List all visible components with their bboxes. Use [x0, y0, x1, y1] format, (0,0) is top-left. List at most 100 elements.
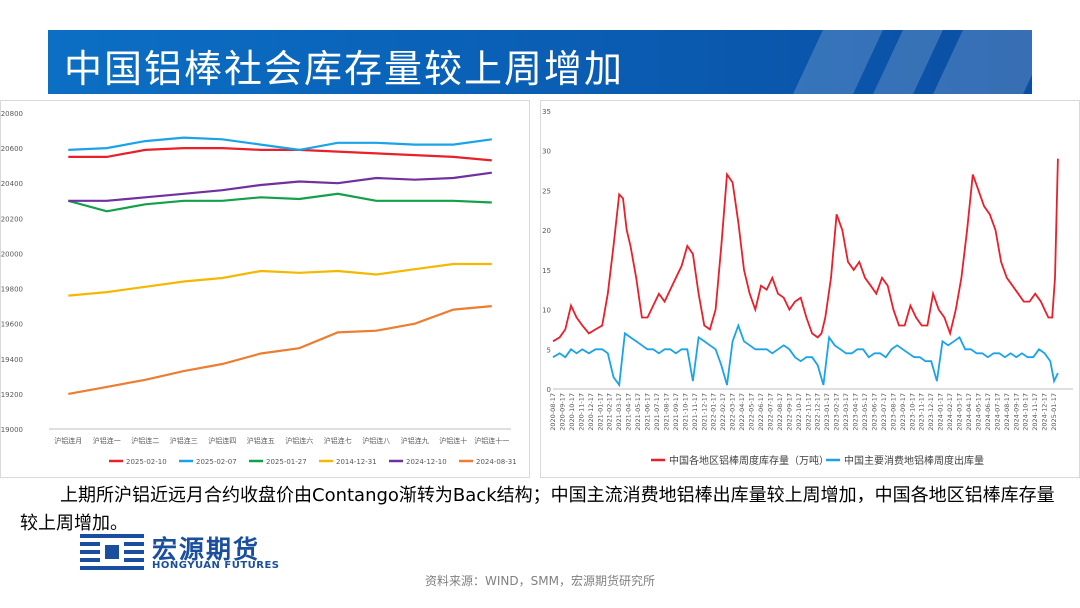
x-tick-label: 2023-12-17: [927, 393, 935, 431]
x-tick-label: 2025-01-17: [1050, 393, 1058, 431]
x-tick-label: 2023-11-17: [918, 393, 926, 431]
x-tick-label: 2022-08-17: [776, 393, 784, 431]
series-line: [68, 146, 492, 162]
x-tick-label: 2021-12-17: [700, 393, 708, 431]
y-tick-label: 19400: [1, 356, 23, 364]
logo-text-cn: 宏源期货: [152, 535, 261, 564]
x-tick-label: 2023-09-17: [899, 393, 907, 431]
x-tick-label: 2020-10-17: [568, 393, 576, 431]
inventory-chart: 0 5 10 15 20 25 30 35 2020-08-17 2020-09-17 2020-1…: [540, 100, 1080, 478]
x-tick-label: 2022-05-17: [748, 393, 756, 431]
x-tick-label: 沪铝连六: [285, 436, 313, 445]
legend-label: 2024-08-31: [476, 458, 517, 466]
x-tick-label: 沪铝连一: [93, 436, 121, 445]
source-note: 资料来源：WIND，SMM，宏源期货研究所: [425, 574, 655, 588]
x-tick-label: 2024-06-17: [984, 393, 992, 431]
x-tick-label: 2020-12-17: [587, 393, 595, 431]
legend-label: 中国主要消费地铝棒周度出库量: [844, 454, 984, 467]
y-tick-label: 0: [547, 386, 551, 394]
x-tick-label: 2021-03-17: [615, 393, 623, 431]
x-tick-label: 2024-11-17: [1031, 393, 1039, 431]
summary-text: 上期所沪铝近远月合约收盘价由Contango渐转为Back结构；中国主流消费地铝…: [20, 485, 1055, 534]
logo-text-en: HONGYUAN FUTURES: [152, 560, 280, 571]
x-tick-label: 2023-02-17: [833, 393, 841, 431]
x-tick-label: 沪铝连五: [247, 436, 275, 445]
company-logo: 宏源期货 HONGYUAN FUTURES: [80, 528, 320, 574]
legend-label: 2025-02-10: [126, 458, 167, 466]
title-bar: 中国铝棒社会库存量较上周增加: [48, 30, 1032, 94]
series-line: [552, 158, 1059, 343]
series-line: [68, 305, 492, 395]
x-tick-label: 2021-01-17: [596, 393, 604, 431]
series-line: [68, 262, 492, 297]
page-title: 中国铝棒社会库存量较上周增加: [64, 47, 625, 91]
x-tick-label: 2020-08-17: [549, 393, 557, 431]
y-tick-label: 19000: [1, 426, 23, 434]
x-tick-label: 2022-01-17: [710, 393, 718, 431]
series-line: [68, 136, 492, 152]
x-tick-label: 2021-11-17: [691, 393, 699, 431]
legend-label: 2025-01-27: [266, 458, 307, 466]
series-line: [68, 171, 492, 202]
x-tick-label: 沪铝连二: [131, 436, 159, 445]
x-tick-label: 2024-01-17: [937, 393, 945, 431]
y-tick-label: 5: [547, 346, 551, 354]
x-tick-label: 2021-10-17: [681, 393, 689, 431]
x-tick-label: 2024-09-17: [1012, 393, 1020, 431]
series-line: [552, 322, 1059, 388]
y-tick-label: 19800: [1, 286, 23, 294]
y-tick-label: 30: [542, 148, 551, 156]
x-tick-label: 2023-03-17: [842, 393, 850, 431]
x-tick-label: 2024-02-17: [946, 393, 954, 431]
x-tick-label: 沪铝连三: [170, 436, 198, 445]
x-tick-label: 沪铝连十一: [474, 436, 509, 445]
y-tick-label: 20400: [1, 180, 23, 188]
x-tick-label: 2024-07-17: [993, 393, 1001, 431]
x-tick-label: 2022-09-17: [785, 393, 793, 431]
x-tick-label: 2022-02-17: [719, 393, 727, 431]
x-tick-label: 沪铝连七: [324, 436, 352, 445]
x-tick-label: 2020-11-17: [577, 393, 585, 431]
y-tick-label: 19200: [1, 391, 23, 399]
x-tick-label: 2021-06-17: [644, 393, 652, 431]
x-tick-label: 2022-03-17: [729, 393, 737, 431]
x-tick-label: 2021-08-17: [663, 393, 671, 431]
y-tick-label: 15: [542, 267, 551, 275]
x-tick-label: 2021-04-17: [625, 393, 633, 431]
logo-emblem-icon: [80, 534, 144, 570]
x-tick-label: 2021-05-17: [634, 393, 642, 431]
y-tick-label: 20800: [1, 110, 23, 118]
x-tick-label: 2024-10-17: [1022, 393, 1030, 431]
x-tick-label: 2023-05-17: [861, 393, 869, 431]
x-tick-label: 沪铝连月: [54, 436, 82, 445]
futures-curve-chart: 19000 19200 19400 19600 19800 20000 20200 20400…: [0, 100, 530, 478]
y-tick-label: 20600: [1, 145, 23, 153]
x-tick-label: 2022-07-17: [767, 393, 775, 431]
x-tick-label: 2024-03-17: [956, 393, 964, 431]
x-tick-label: 2022-10-17: [795, 393, 803, 431]
x-tick-label: 沪铝连八: [362, 436, 390, 445]
y-tick-label: 19600: [1, 321, 23, 329]
x-tick-label: 2022-12-17: [814, 393, 822, 431]
legend-label: 2025-02-07: [196, 458, 237, 466]
legend-label: 中国各地区铝棒周度库存量（万吨）: [669, 454, 829, 467]
x-tick-label: 2021-02-17: [606, 393, 614, 431]
x-tick-label: 2022-06-17: [757, 393, 765, 431]
y-tick-label: 20200: [1, 215, 23, 223]
x-tick-label: 沪铝连十: [439, 436, 467, 445]
x-tick-label: 2021-09-17: [672, 393, 680, 431]
futures-curve-svg: 19000 19200 19400 19600 19800 20000 20200 20400…: [1, 110, 517, 466]
series-line: [68, 192, 492, 213]
y-tick-label: 20: [542, 227, 551, 235]
y-tick-label: 20000: [1, 250, 23, 258]
x-tick-label: 2022-04-17: [738, 393, 746, 431]
x-tick-label: 2024-05-17: [975, 393, 983, 431]
x-tick-label: 2023-07-17: [880, 393, 888, 431]
x-tick-label: 2023-08-17: [889, 393, 897, 431]
x-tick-label: 沪铝连九: [401, 436, 429, 445]
x-tick-label: 2020-09-17: [559, 393, 567, 431]
legend-label: 2024-12-10: [406, 458, 447, 466]
x-tick-label: 2024-08-17: [1003, 393, 1011, 431]
x-tick-label: 2021-07-17: [653, 393, 661, 431]
x-tick-label: 2023-06-17: [871, 393, 879, 431]
